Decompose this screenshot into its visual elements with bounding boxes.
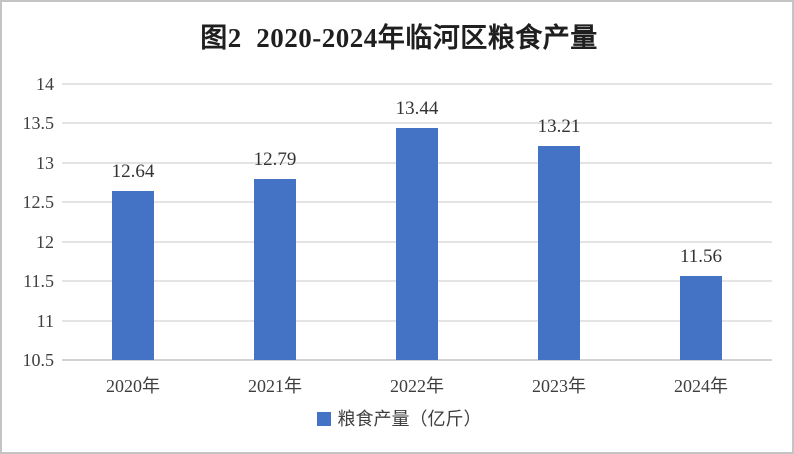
- y-axis-tick-label: 11.5: [23, 271, 54, 292]
- bar-2023年: [538, 146, 580, 360]
- x-axis-line: [62, 359, 772, 361]
- bar-2021年: [254, 179, 296, 360]
- bar-value-label: 13.44: [395, 98, 439, 120]
- x-axis-tick-label: 2021年: [248, 376, 302, 396]
- bar-2024年: [680, 276, 722, 360]
- legend: 粮食产量（亿斤）: [2, 409, 792, 429]
- legend-swatch-icon: [316, 412, 331, 426]
- bar-value-label: 13.21: [537, 116, 581, 138]
- bar-value-label: 11.56: [679, 246, 723, 268]
- y-axis-tick-label: 12.5: [22, 192, 55, 213]
- gridline-y-13.5: [62, 122, 772, 125]
- plot-area: 10.5 11 11.5 12 12.5 13 13.5 14 12.64 2020年 12.79 2…: [23, 75, 772, 396]
- y-axis-tick-label: 10.5: [22, 350, 55, 370]
- bar-2022年: [396, 128, 438, 360]
- y-axis-tick-label: 13.5: [22, 113, 55, 134]
- x-axis-tick-label: 2022年: [390, 376, 444, 396]
- x-axis-tick-label: 2020年: [106, 376, 160, 396]
- chart-title: 图2 2020-2024年临河区粮食产量: [200, 23, 598, 53]
- bar-value-label: 12.64: [111, 161, 155, 183]
- y-axis-tick-label: 11: [36, 310, 54, 331]
- gridline-y-14: [62, 83, 772, 85]
- bar-2020年: [112, 191, 154, 360]
- legend-series-label: 粮食产量（亿斤）: [337, 409, 482, 429]
- y-axis-tick-label: 13: [36, 152, 54, 173]
- bar-value-label: 12.79: [253, 149, 297, 171]
- y-axis-tick-label: 14: [36, 74, 54, 94]
- x-axis-tick-label: 2023年: [532, 376, 586, 396]
- y-axis-tick-label: 12: [36, 231, 54, 252]
- x-axis-tick-label: 2024年: [674, 376, 728, 396]
